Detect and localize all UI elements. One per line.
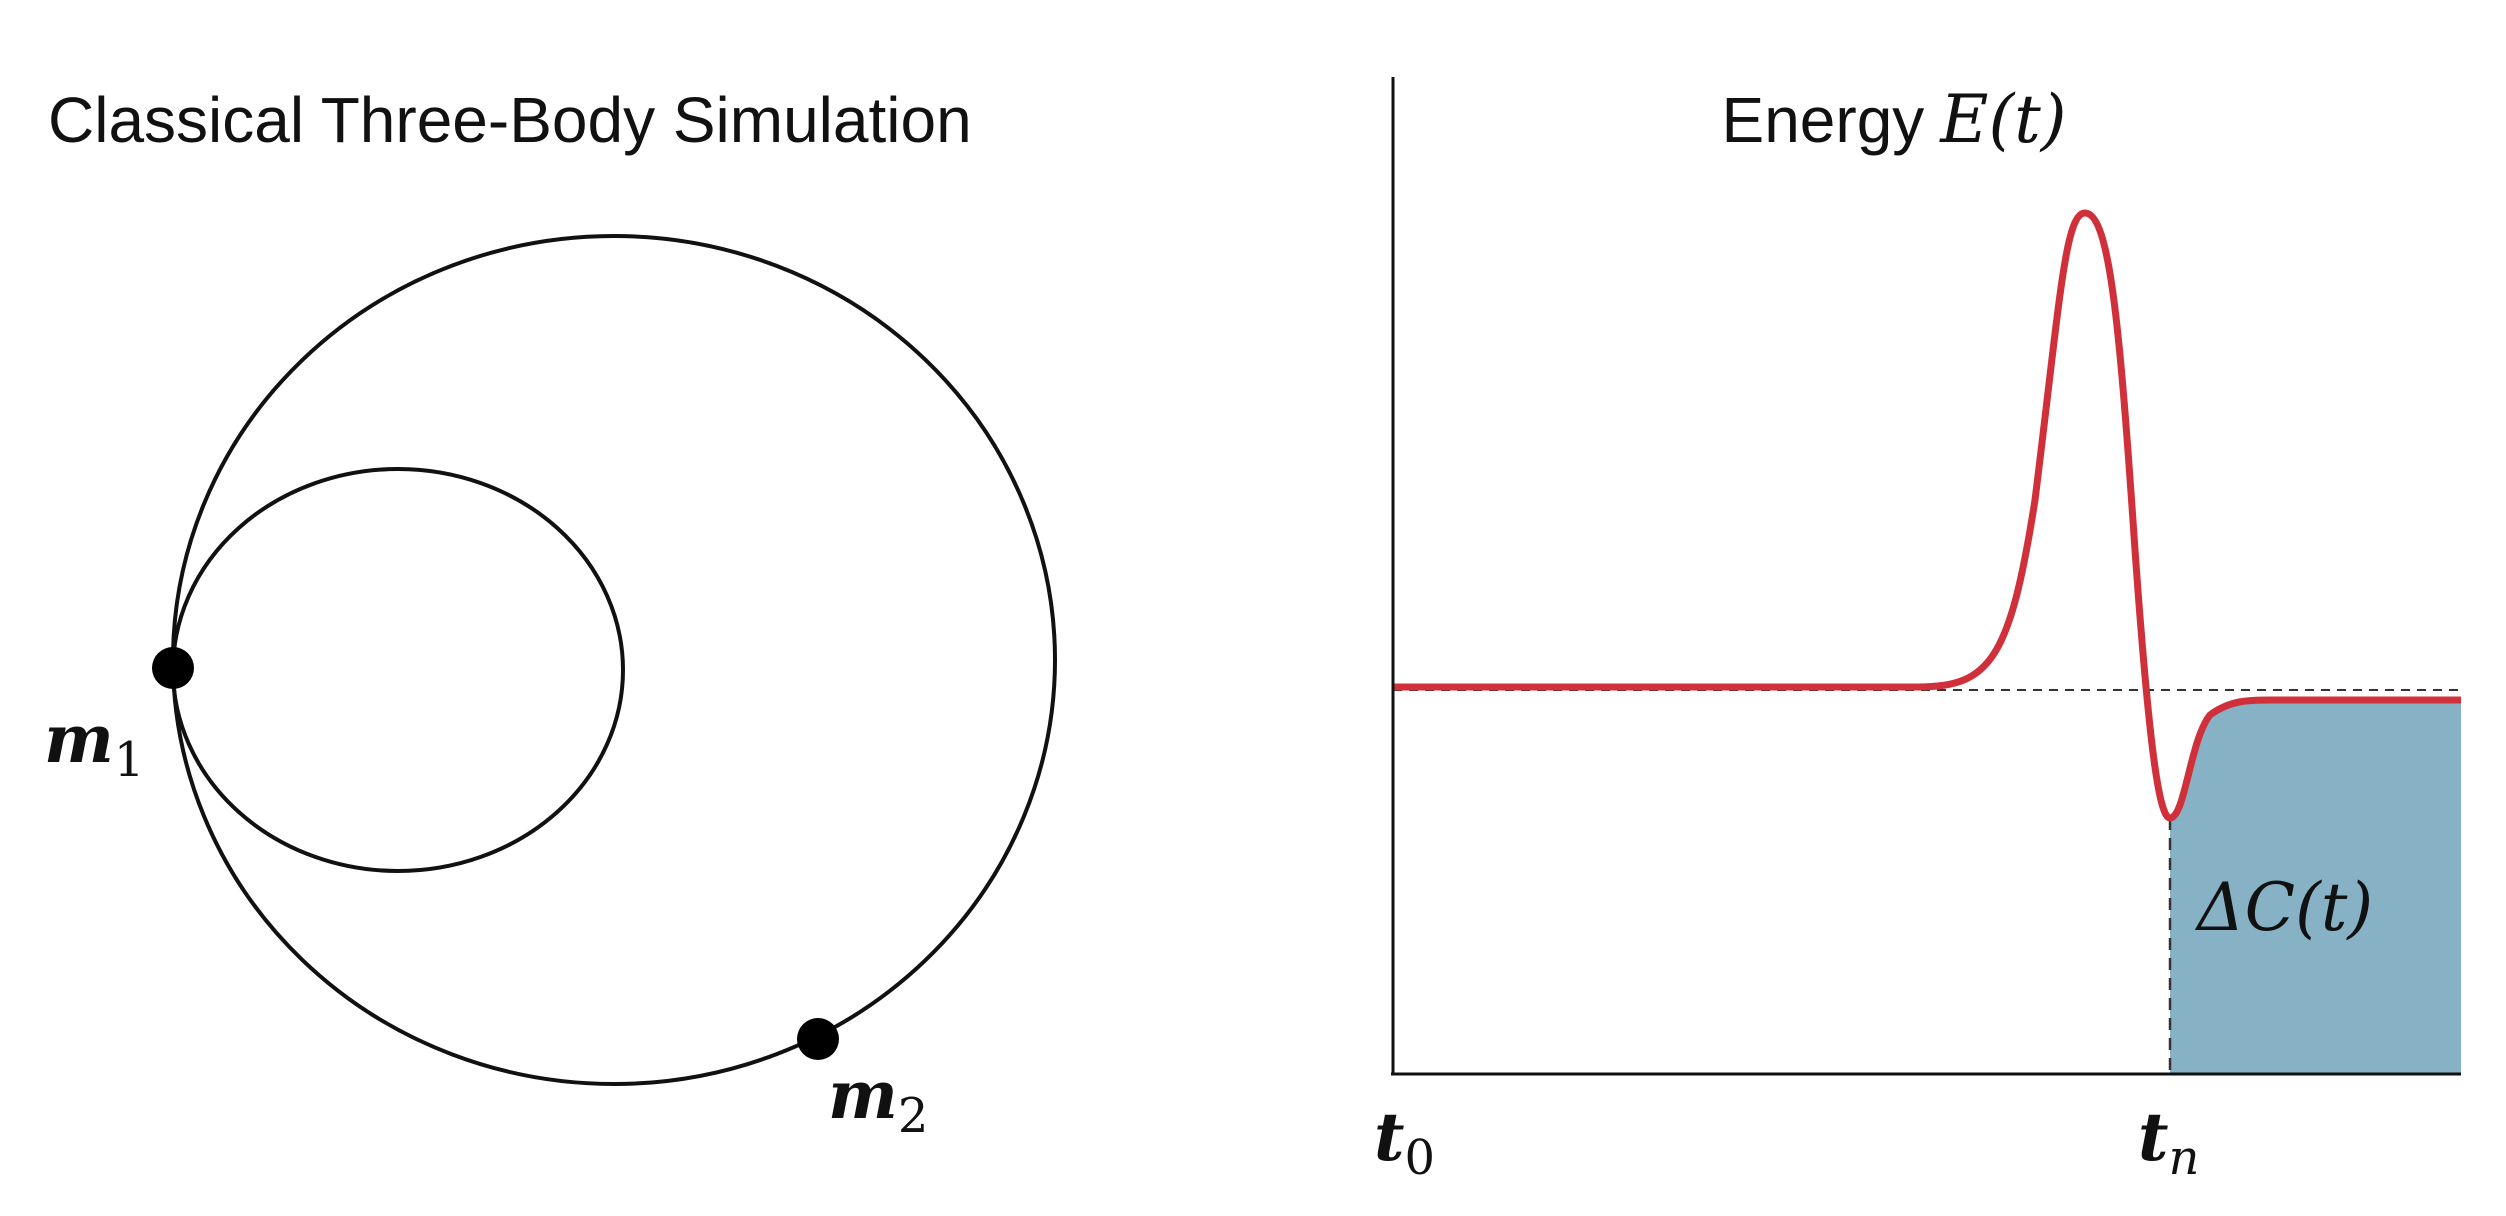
subscript: 0 (1405, 1130, 1436, 1186)
symbol: m (828, 1056, 898, 1134)
t0-label: t0 (1374, 1098, 1435, 1186)
body-m1 (152, 647, 194, 689)
energy-curve (1393, 209, 2461, 822)
subscript: n (2169, 1130, 2200, 1186)
m2-label: m2 (828, 1056, 928, 1144)
title-text: Energy (1722, 84, 1925, 156)
symbol: t (1374, 1098, 1405, 1176)
left-title: Classical Three-Body Simulation (48, 84, 972, 156)
tn-label: tn (2138, 1098, 2199, 1186)
title-math: E(t) (1939, 81, 2066, 158)
symbol: t (2138, 1098, 2169, 1176)
subscript: 2 (898, 1088, 929, 1144)
right-title: Energy E(t) (1722, 81, 2067, 158)
body-m2 (797, 1018, 839, 1060)
subscript: 1 (114, 732, 145, 788)
m1-label: m1 (44, 700, 144, 788)
shaded-area (2170, 700, 2461, 1074)
shaded-label: ΔC(t) (2194, 869, 2373, 946)
symbol: m (44, 700, 114, 778)
